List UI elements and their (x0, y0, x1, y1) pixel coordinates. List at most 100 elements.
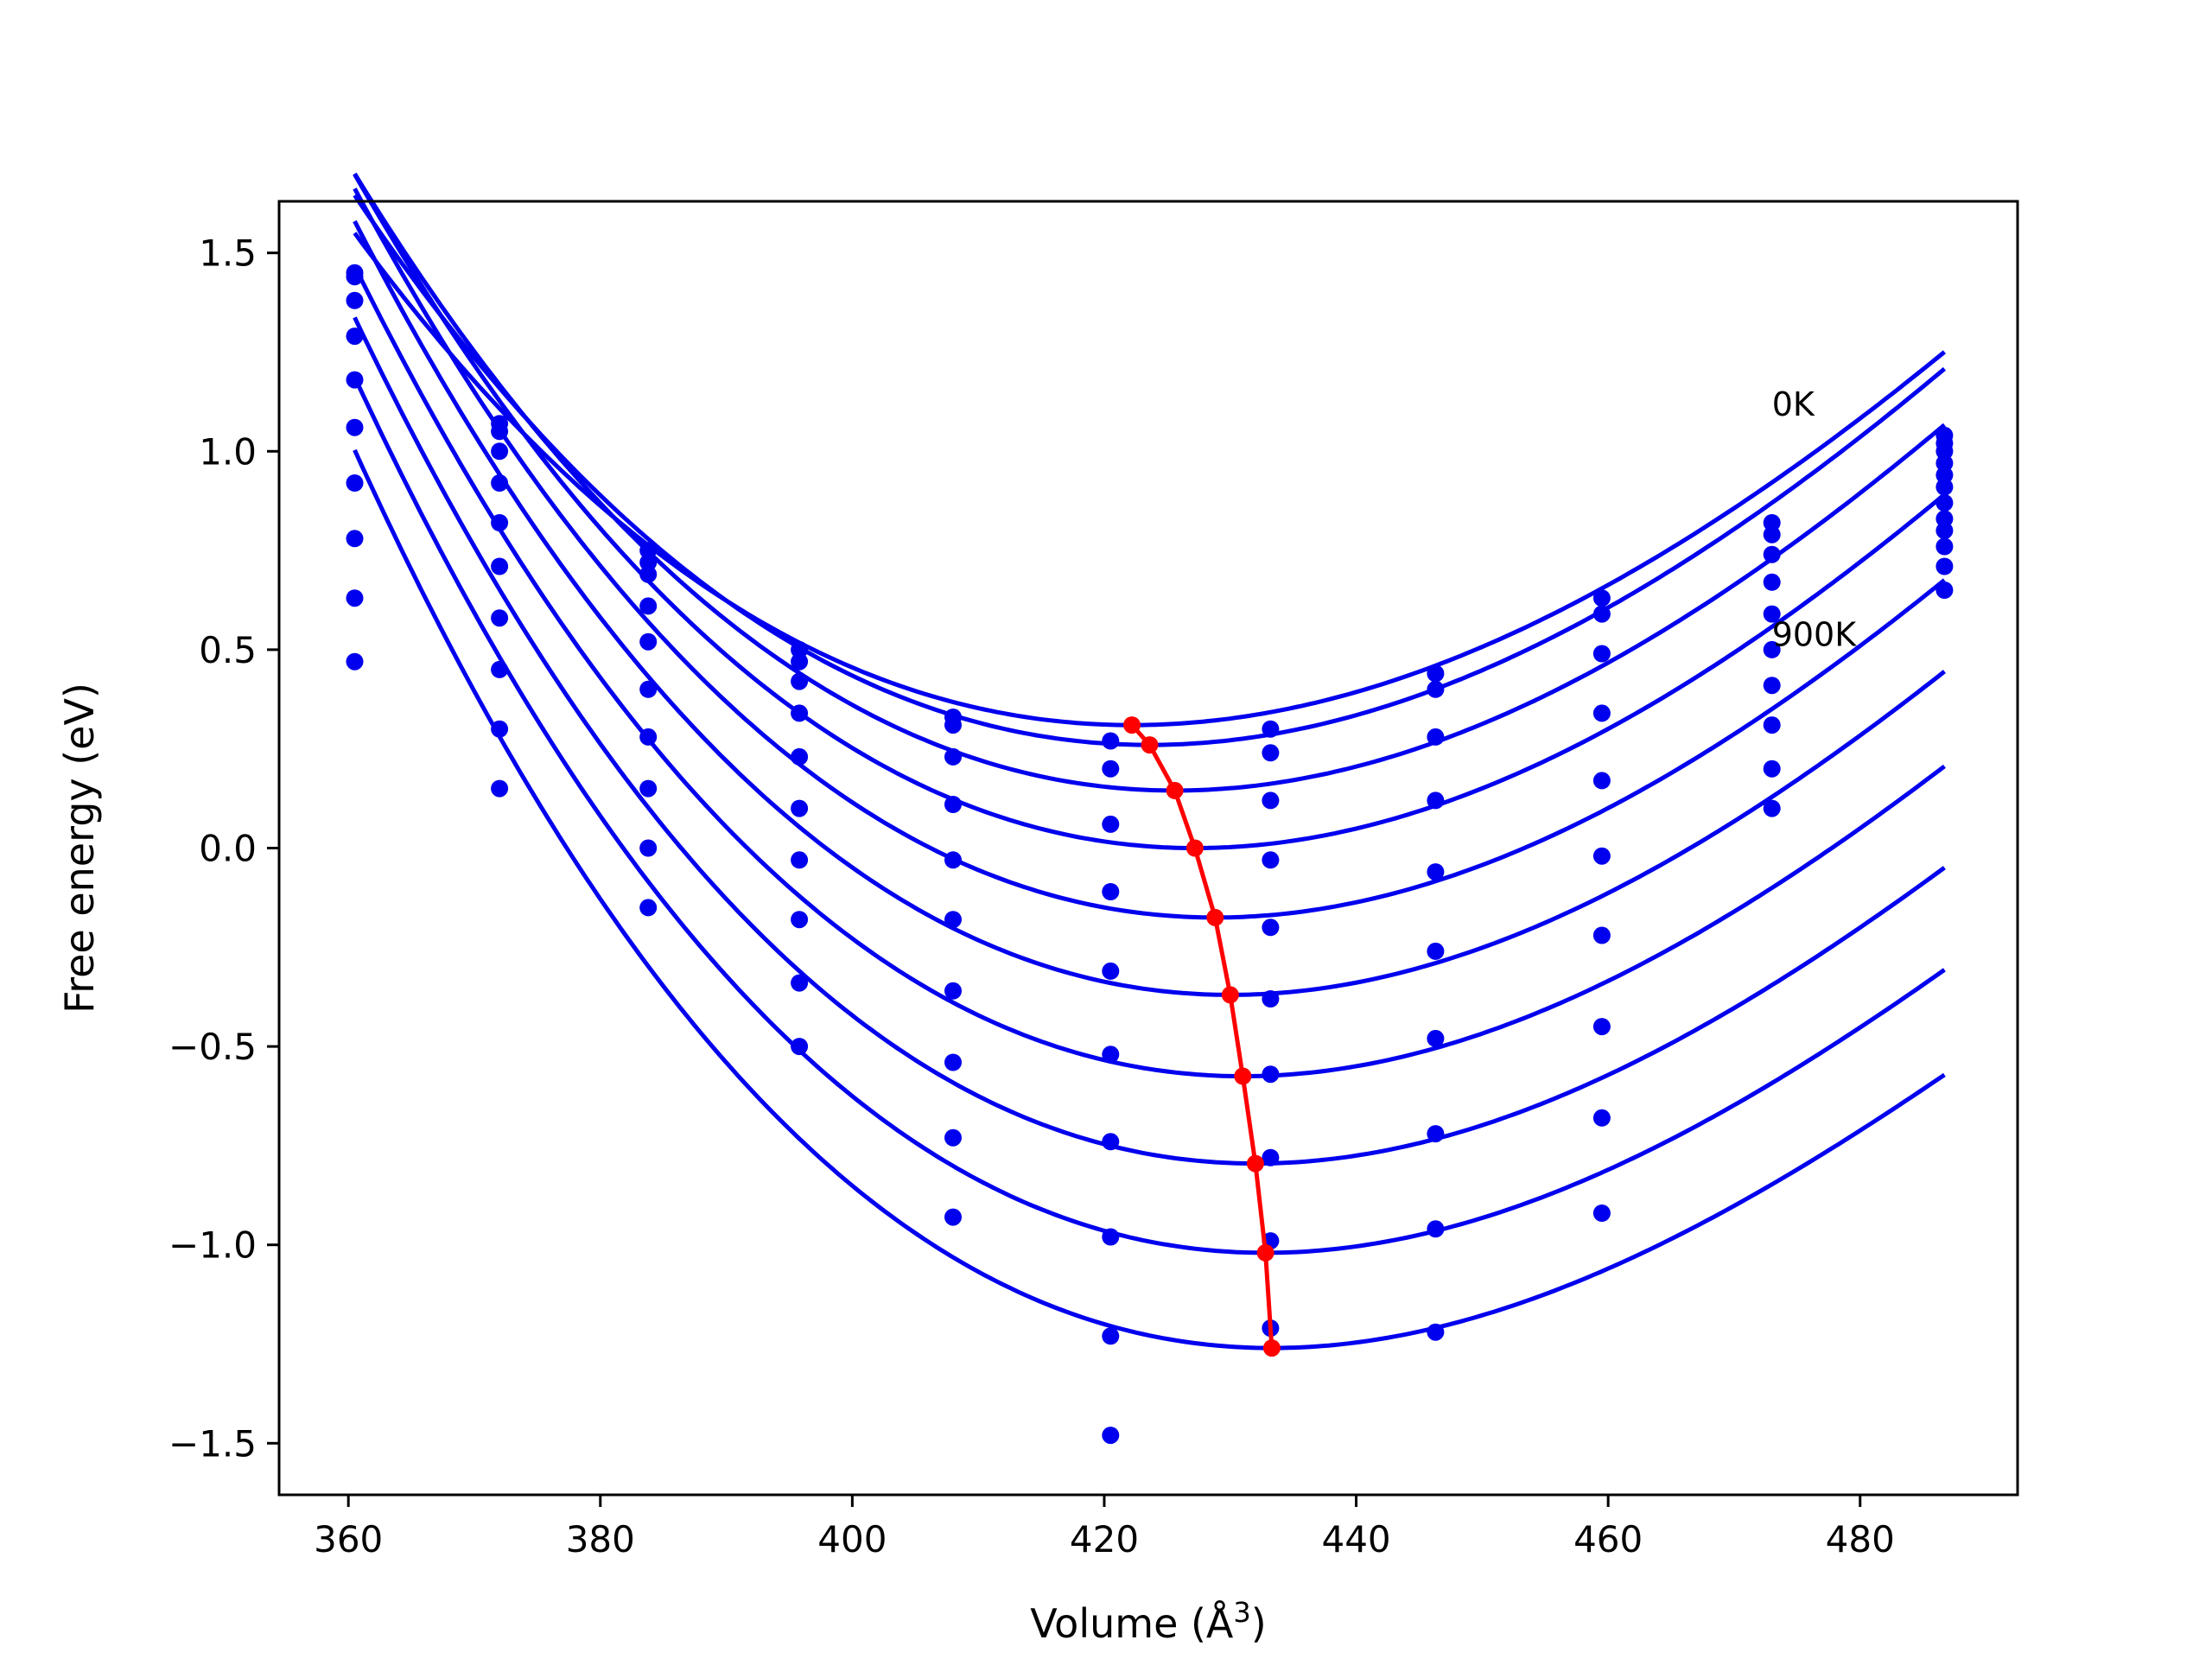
minimum-point-3 (1185, 839, 1204, 857)
data-point-0-2 (346, 291, 364, 309)
data-point-7-0 (1427, 664, 1445, 683)
data-point-2-5 (639, 680, 658, 698)
data-point-5-1 (1102, 760, 1120, 778)
data-point-4-5 (944, 911, 962, 929)
y-tick-label-4: −0.5 (168, 1026, 257, 1068)
data-points (346, 264, 1954, 1445)
y-tick-label-0: 1.5 (199, 232, 257, 275)
data-point-8-9 (1592, 1205, 1611, 1222)
data-point-0-3 (346, 327, 364, 346)
data-point-10-3 (1936, 454, 1954, 473)
data-point-6-6 (1262, 1065, 1280, 1084)
data-point-5-7 (1102, 1228, 1120, 1246)
data-point-6-7 (1262, 1148, 1280, 1166)
y-axis-label: Free energy (eV) (56, 683, 103, 1014)
data-point-9-2 (1763, 545, 1781, 563)
data-point-2-1 (639, 553, 658, 571)
minimum-point-5 (1221, 986, 1239, 1004)
data-point-3-1 (791, 652, 809, 671)
data-point-1-6 (491, 609, 509, 627)
data-point-6-0 (1262, 720, 1280, 738)
x-axis-label-superscript: 3 (1233, 1596, 1250, 1629)
data-point-1-7 (491, 660, 509, 678)
data-point-1-9 (491, 779, 509, 798)
fit-curve-9 (353, 448, 1946, 1351)
data-point-1-5 (491, 557, 509, 575)
fit-curve-6 (353, 264, 1946, 1078)
data-point-10-4 (1936, 466, 1954, 484)
x-axis-ticks: 360 380 400 420 440 460 480 (314, 1495, 1895, 1560)
minimum-point-9 (1262, 1339, 1281, 1357)
data-point-2-0 (639, 542, 658, 560)
x-tick-label-1: 380 (566, 1518, 635, 1560)
data-point-3-7 (791, 911, 809, 929)
data-point-3-3 (791, 704, 809, 722)
data-point-7-8 (1427, 1220, 1445, 1238)
data-point-10-11 (1936, 582, 1954, 599)
data-point-10-2 (1936, 442, 1954, 461)
data-point-0-7 (346, 530, 364, 548)
data-point-3-4 (791, 747, 809, 766)
data-point-1-2 (491, 442, 509, 461)
data-point-5-6 (1102, 1133, 1120, 1151)
data-point-4-6 (944, 982, 962, 1000)
data-point-10-5 (1936, 478, 1954, 496)
data-point-2-6 (639, 728, 658, 746)
y-tick-label-5: −1.0 (168, 1224, 257, 1267)
data-point-9-4 (1763, 605, 1781, 623)
data-point-1-4 (491, 514, 509, 531)
data-point-8-8 (1592, 1109, 1611, 1127)
data-point-2-2 (639, 565, 658, 583)
minima-line (1130, 723, 1274, 1349)
x-tick-label-0: 360 (314, 1518, 383, 1560)
y-axis-ticks: 1.5 1.0 0.5 0.0 −0.5 −1.0 −1.5 (168, 232, 279, 1465)
minimum-point-1 (1141, 736, 1159, 754)
fit-curve-5 (353, 219, 1946, 997)
data-point-10-9 (1936, 537, 1954, 556)
x-tick-label-6: 480 (1826, 1518, 1895, 1560)
fit-curve-2 (353, 172, 1947, 793)
minimum-point-4 (1206, 908, 1224, 926)
data-point-2-8 (639, 839, 658, 857)
data-point-4-2 (944, 747, 962, 766)
data-point-0-8 (346, 589, 364, 607)
data-point-9-1 (1763, 525, 1781, 543)
x-tick-label-5: 460 (1573, 1518, 1643, 1560)
data-point-1-3 (491, 474, 509, 492)
data-point-5-3 (1102, 883, 1120, 900)
data-point-8-3 (1592, 704, 1611, 722)
data-point-7-9 (1427, 1323, 1445, 1341)
data-point-0-9 (346, 652, 364, 671)
data-point-6-1 (1262, 744, 1280, 762)
data-point-2-3 (639, 597, 658, 615)
data-point-4-1 (944, 716, 962, 734)
data-point-4-9 (944, 1208, 962, 1226)
x-tick-label-3: 420 (1070, 1518, 1139, 1560)
minimum-point-8 (1256, 1243, 1274, 1262)
data-point-7-1 (1427, 680, 1445, 698)
data-point-2-9 (639, 899, 658, 917)
data-point-9-6 (1763, 677, 1781, 695)
data-point-4-8 (944, 1128, 962, 1147)
data-point-1-1 (491, 423, 509, 441)
data-point-6-2 (1262, 791, 1280, 810)
data-point-2-7 (639, 779, 658, 798)
minimum-point-2 (1166, 781, 1184, 799)
data-point-8-2 (1592, 645, 1611, 663)
data-point-8-0 (1592, 589, 1611, 607)
x-axis-label: Volume (Å3) (1030, 1596, 1266, 1647)
data-point-9-7 (1763, 716, 1781, 734)
minimum-point-0 (1123, 716, 1141, 734)
data-point-9-0 (1763, 514, 1781, 531)
data-point-4-7 (944, 1053, 962, 1071)
data-point-10-7 (1936, 510, 1954, 528)
data-point-9-8 (1763, 760, 1781, 778)
data-point-10-10 (1936, 557, 1954, 575)
fit-curve-8 (353, 376, 1946, 1255)
data-point-8-5 (1592, 847, 1611, 865)
data-point-7-5 (1427, 942, 1445, 960)
minimum-point-6 (1234, 1067, 1252, 1085)
y-tick-label-6: −1.5 (168, 1422, 257, 1465)
data-point-8-6 (1592, 926, 1611, 944)
data-point-7-2 (1427, 728, 1445, 746)
